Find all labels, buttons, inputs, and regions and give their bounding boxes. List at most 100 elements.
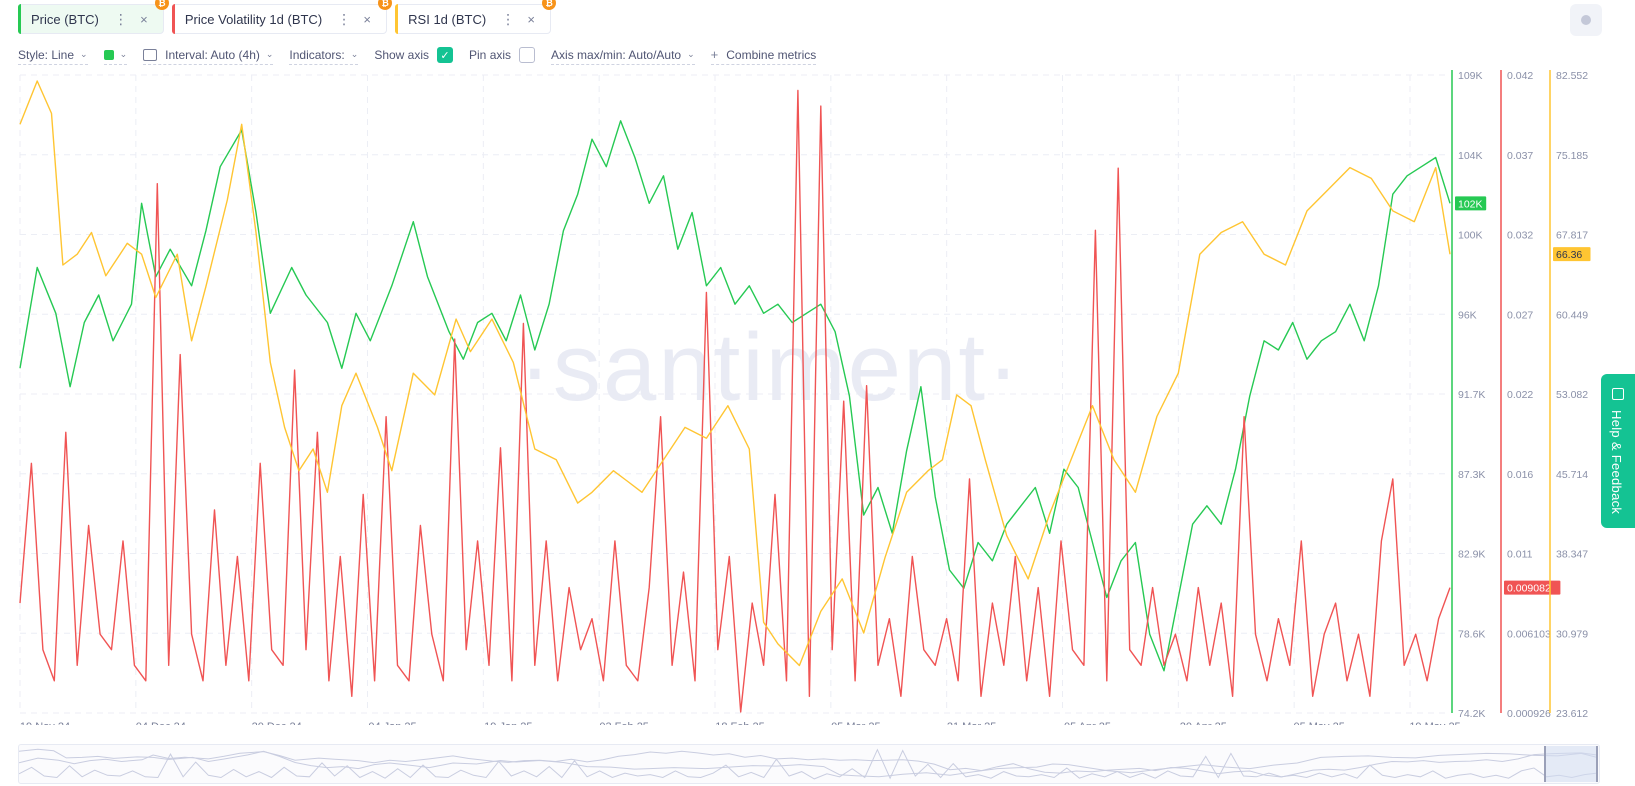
help-feedback-tab[interactable]: Help & Feedback [1601, 374, 1635, 528]
indicators-label: Indicators: [289, 47, 345, 62]
interval-dropdown[interactable]: Interval: Auto (4h) ⌄ [143, 45, 274, 65]
pin-axis-toggle[interactable]: Pin axis [469, 47, 536, 63]
chart-settings-bar: Style: Line ⌄ ⌄ Interval: Auto (4h) ⌄ In… [18, 44, 832, 66]
x-tick-label: 19 May 25 [1409, 721, 1460, 725]
indicators-dropdown[interactable]: Indicators: ⌄ [289, 45, 359, 65]
chevron-down-icon: ⌄ [119, 49, 128, 59]
axis-tick-volatility: 0.022 [1507, 389, 1533, 401]
pin-axis-checkbox[interactable] [519, 47, 536, 63]
axis-tick-volatility: 0.037 [1507, 150, 1533, 162]
axis-tick-volatility: 0.006103 [1507, 628, 1551, 640]
axis-tick-rsi: 75.185 [1556, 150, 1588, 162]
metric-label: RSI 1d (BTC) [408, 11, 487, 27]
axis-tick-volatility: 0.016 [1507, 469, 1533, 481]
show-axis-label: Show axis [374, 48, 430, 62]
record-icon [1581, 15, 1591, 25]
show-axis-toggle[interactable]: Show axis ✓ [374, 47, 454, 63]
metric-label: Price Volatility 1d (BTC) [184, 11, 323, 27]
x-tick-label: 05 May 25 [1293, 721, 1344, 725]
color-picker[interactable]: ⌄ [103, 45, 128, 65]
close-icon[interactable]: × [140, 11, 148, 27]
axis-maxmin-dropdown[interactable]: Axis max/min: Auto/Auto ⌄ [551, 45, 695, 65]
current-value-label-rsi: 66.36 [1556, 249, 1582, 261]
more-options-icon[interactable]: ⋮ [113, 10, 128, 27]
axis-tick-price: 82.9K [1458, 549, 1485, 561]
navigator-line [19, 748, 1598, 780]
close-icon[interactable]: × [527, 11, 535, 27]
timeline-navigator[interactable] [18, 744, 1600, 784]
navigator-selection-window[interactable] [1544, 746, 1598, 782]
interval-label: Interval: Auto (4h) [165, 47, 260, 62]
axis-tick-price: 104K [1458, 150, 1483, 162]
navigator-preview [19, 748, 1598, 780]
axis-tick-rsi: 53.082 [1556, 389, 1588, 401]
show-axis-checkbox[interactable]: ✓ [437, 47, 454, 63]
bitcoin-icon: ₿ [378, 0, 393, 10]
axis-tick-volatility: 0.032 [1507, 230, 1533, 242]
grid-lines [19, 74, 1450, 714]
navigator-line [19, 750, 1598, 778]
axis-tick-rsi: 82.552 [1556, 70, 1588, 82]
axis-tick-volatility: 0.000926 [1507, 708, 1551, 720]
color-swatch [103, 49, 114, 60]
navigator-line [19, 748, 1598, 778]
x-tick-label: 19 Nov 24 [20, 721, 70, 725]
chart-canvas[interactable]: ·santiment· 109K 104K 100K 96K 91.7K 87.3K 82.… [0, 60, 1600, 725]
check-icon: ✓ [440, 49, 450, 62]
style-dropdown[interactable]: Style: Line ⌄ [18, 45, 88, 65]
axis-tick-rsi: 45.714 [1556, 469, 1588, 481]
x-tick-label: 05 Apr 25 [1064, 721, 1111, 725]
axis-tick-rsi: 67.817 [1556, 230, 1588, 242]
metrics-bar: Price (BTC) ⋮ × ₿ Price Volatility 1d (B… [18, 0, 557, 34]
combine-metrics-label: Combine metrics [726, 47, 817, 62]
x-tick-label: 18 Feb 25 [715, 721, 765, 725]
pin-axis-label: Pin axis [469, 48, 512, 62]
metric-chip-rsi[interactable]: RSI 1d (BTC) ⋮ × ₿ [395, 0, 557, 34]
axis-tick-price: 96K [1458, 309, 1477, 321]
metric-color-stripe [395, 4, 399, 34]
axis-maxmin-label: Axis max/min: Auto/Auto [551, 47, 682, 62]
x-tick-label: 21 Mar 25 [947, 721, 997, 725]
chevron-down-icon: ⌄ [265, 49, 274, 59]
x-tick-label: 20 Dec 24 [252, 721, 302, 725]
metric-chip-volatility[interactable]: Price Volatility 1d (BTC) ⋮ × ₿ [171, 0, 393, 34]
axis-tick-rsi: 23.612 [1556, 708, 1588, 720]
current-value-badge-volatility [1504, 580, 1561, 595]
axis-tick-price: 109K [1458, 70, 1483, 82]
current-value-badge-rsi [1553, 247, 1591, 262]
axis-tick-price: 78.6K [1458, 628, 1485, 640]
bitcoin-icon: ₿ [154, 0, 169, 10]
axis-tick-price: 74.2K [1458, 708, 1485, 720]
axis-tick-price: 91.7K [1458, 389, 1485, 401]
more-options-icon[interactable]: ⋮ [337, 10, 352, 27]
x-tick-label: 04 Dec 24 [136, 721, 186, 725]
axis-tick-volatility: 0.042 [1507, 70, 1533, 82]
axes-layer: 109K 104K 100K 96K 91.7K 87.3K 82.9K 78.6K 74.2K… [1451, 70, 1591, 720]
x-axis: 19 Nov 24 04 Dec 24 20 Dec 24 04 Jan 25 19 J… [20, 721, 1461, 725]
x-tick-label: 05 Mar 25 [831, 721, 881, 725]
metric-label: Price (BTC) [31, 11, 99, 27]
current-value-label-price: 102K [1458, 198, 1483, 210]
close-icon[interactable]: × [363, 11, 371, 27]
record-button[interactable] [1570, 4, 1602, 36]
metric-color-stripe [171, 4, 175, 34]
axis-tick-rsi: 60.449 [1556, 309, 1588, 321]
axis-tick-volatility: 0.011 [1507, 549, 1533, 561]
metric-color-stripe [18, 4, 21, 34]
current-value-label-volatility: 0.009082 [1507, 583, 1551, 595]
x-tick-label: 04 Jan 25 [368, 721, 416, 725]
chevron-down-icon: ⌄ [350, 49, 359, 59]
feedback-icon [1612, 388, 1624, 400]
metric-chip-price[interactable]: Price (BTC) ⋮ × ₿ [18, 0, 169, 34]
watermark: ·santiment· [519, 314, 1021, 421]
interval-icon [143, 48, 158, 61]
combine-metrics-button[interactable]: + Combine metrics [710, 45, 817, 65]
more-options-icon[interactable]: ⋮ [501, 10, 516, 27]
chevron-down-icon: ⌄ [80, 49, 88, 59]
x-tick-label: 03 Feb 25 [599, 721, 649, 725]
help-feedback-label: Help & Feedback [1609, 410, 1624, 515]
series-layer [19, 80, 1451, 713]
axis-tick-price: 100K [1458, 230, 1483, 242]
series-line-price [19, 120, 1451, 672]
